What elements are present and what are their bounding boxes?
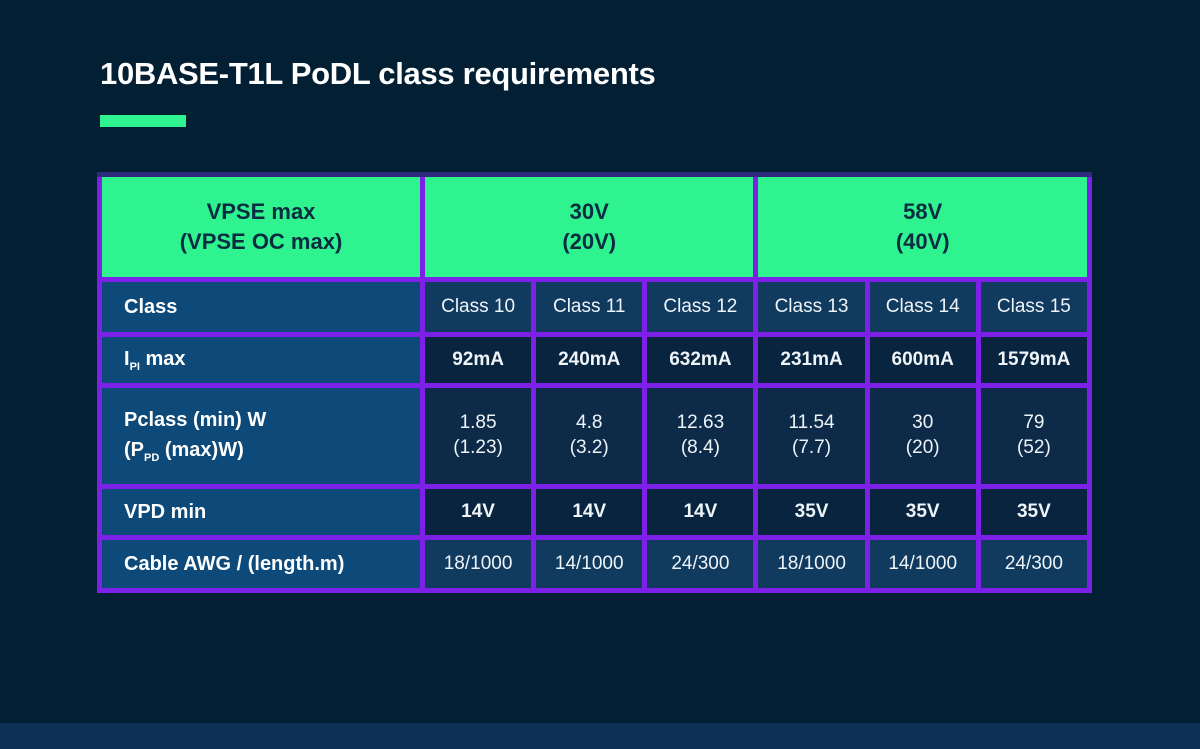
cell-class-12: Class 12: [647, 282, 754, 332]
header-vpse-line2: (VPSE OC max): [179, 229, 343, 254]
header-30v-line2: (20V): [562, 229, 617, 254]
cell-ipi-class14: 600mA: [869, 337, 976, 383]
cell-ipi-class15: 1579mA: [980, 337, 1087, 383]
podl-class-table: VPSE max (VPSE OC max) 30V (20V) 58V (40…: [97, 172, 1092, 593]
cell-pclass-class15: 79 (52): [980, 388, 1087, 484]
header-group-58v: 58V (40V): [758, 177, 1087, 277]
header-vpse-line1: VPSE max: [206, 199, 316, 225]
cell-pclass-class13: 11.54 (7.7): [758, 388, 865, 484]
title-underline-bar: [100, 115, 186, 127]
row-label-class: Class: [102, 282, 420, 332]
cell-cable-class13: 18/1000: [758, 540, 865, 588]
cell-pclass-class14: 30 (20): [869, 388, 976, 484]
header-58v-line2: (40V): [895, 229, 950, 254]
row-label-pclass: Pclass (min) W (PPD (max)W): [102, 388, 420, 484]
cell-class-14: Class 14: [869, 282, 976, 332]
table-row-vpd-min: VPD min 14V 14V 14V 35V 35V 35V: [102, 489, 1087, 535]
row-label-ipi-max: IPI max: [102, 337, 420, 383]
cell-pclass-class12: 12.63 (8.4): [647, 388, 754, 484]
cell-pclass-class11: 4.8 (3.2): [536, 388, 643, 484]
cell-ipi-class12: 632mA: [647, 337, 754, 383]
cell-vpd-class13: 35V: [758, 489, 865, 535]
table-row-ipi-max: IPI max 92mA 240mA 632mA 231mA 600mA 157…: [102, 337, 1087, 383]
cell-class-13: Class 13: [758, 282, 865, 332]
cell-cable-class10: 18/1000: [425, 540, 532, 588]
cell-class-15: Class 15: [980, 282, 1087, 332]
table-row-pclass: Pclass (min) W (PPD (max)W) 1.85 (1.23) 4…: [102, 388, 1087, 484]
cell-vpd-class15: 35V: [980, 489, 1087, 535]
row-label-cable-awg: Cable AWG / (length.m): [102, 540, 420, 588]
header-vpse-max: VPSE max (VPSE OC max): [102, 177, 420, 277]
row-label-vpd-min: VPD min: [102, 489, 420, 535]
cell-cable-class12: 24/300: [647, 540, 754, 588]
cell-vpd-class11: 14V: [536, 489, 643, 535]
cell-class-10: Class 10: [425, 282, 532, 332]
ipi-subscript: PI: [129, 361, 140, 374]
cell-vpd-class14: 35V: [869, 489, 976, 535]
cell-cable-class11: 14/1000: [536, 540, 643, 588]
ppd-subscript: PD: [144, 452, 160, 465]
cell-ipi-class10: 92mA: [425, 337, 532, 383]
cell-ipi-class13: 231mA: [758, 337, 865, 383]
table-row-class: Class Class 10 Class 11 Class 12 Class 1…: [102, 282, 1087, 332]
cell-vpd-class10: 14V: [425, 489, 532, 535]
cell-ipi-class11: 240mA: [536, 337, 643, 383]
page-title: 10BASE-T1L PoDL class requirements: [100, 56, 656, 91]
podl-table-container: VPSE max (VPSE OC max) 30V (20V) 58V (40…: [97, 172, 1092, 593]
cell-pclass-class10: 1.85 (1.23): [425, 388, 532, 484]
pclass-label-line1: Pclass (min) W: [124, 409, 267, 432]
bottom-accent-bar: [0, 723, 1200, 749]
table-row-cable-awg: Cable AWG / (length.m) 18/1000 14/1000 2…: [102, 540, 1087, 588]
header-30v-line1: 30V: [569, 199, 609, 225]
cell-cable-class14: 14/1000: [869, 540, 976, 588]
table-header-row: VPSE max (VPSE OC max) 30V (20V) 58V (40…: [102, 177, 1087, 277]
cell-cable-class15: 24/300: [980, 540, 1087, 588]
header-58v-line1: 58V: [903, 199, 943, 225]
pclass-label-line2: (PPD (max)W): [124, 439, 244, 465]
cell-vpd-class12: 14V: [647, 489, 754, 535]
header-group-30v: 30V (20V): [425, 177, 754, 277]
cell-class-11: Class 11: [536, 282, 643, 332]
